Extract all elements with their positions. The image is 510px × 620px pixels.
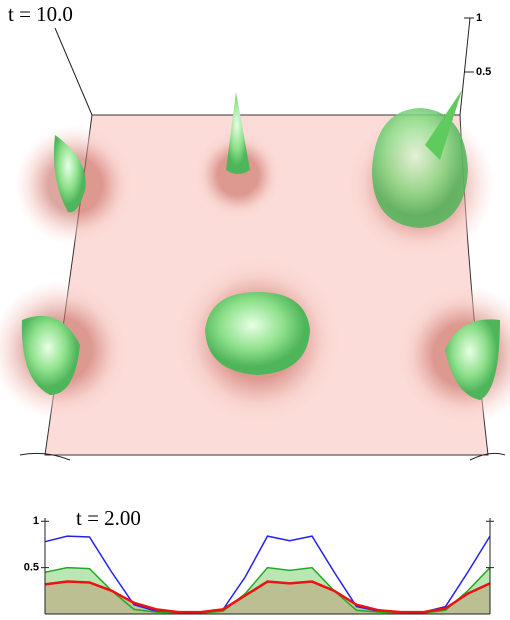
z-tick-label: 1	[476, 12, 482, 24]
series-area	[45, 582, 490, 614]
z-tick-label: 0.5	[476, 66, 491, 78]
y-tick-label: 0.5	[24, 562, 39, 574]
leader-line	[55, 28, 92, 115]
surface-title: t = 10.0	[8, 2, 73, 26]
figure: t = 10.0 t = 2.00 1 0.5 1 0.5	[0, 0, 510, 620]
y-tick-label: 1	[33, 515, 39, 527]
surface-plot: t = 10.0	[0, 2, 510, 460]
z-axis	[460, 18, 470, 115]
line-plot: t = 2.00	[76, 506, 141, 530]
plot-title: t = 2.00	[76, 506, 141, 530]
